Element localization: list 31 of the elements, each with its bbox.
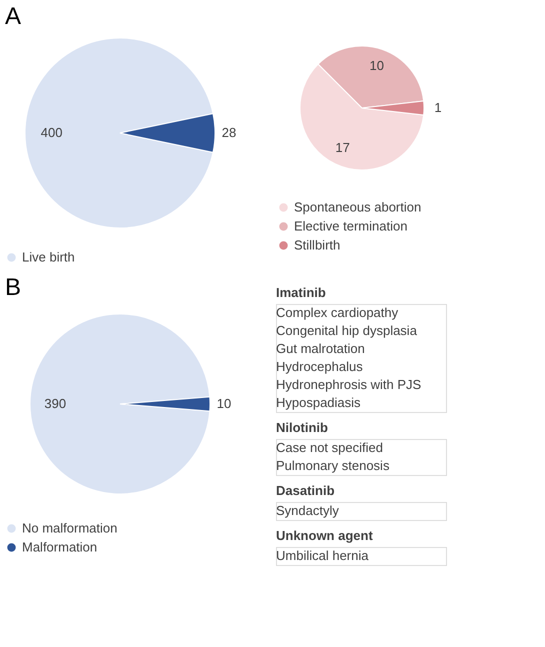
legend-label: No malformation (22, 520, 118, 536)
text: Umbilical hernia (276, 548, 370, 563)
data-label: 17 (335, 140, 350, 156)
legend-label: Stillbirth (294, 238, 340, 252)
text: Hypospadiasis (276, 395, 362, 410)
data-label: 1 (434, 100, 442, 115)
legend-label: Live birth (22, 250, 75, 264)
data-label: 390 (44, 396, 66, 411)
data-label: 10 (216, 396, 232, 411)
text: Complex cardiopathy (276, 305, 399, 320)
chart-title: A (5, 3, 22, 30)
text: Imatinib (276, 285, 326, 300)
text: Hydrocephalus (276, 359, 364, 374)
text: Syndactyly (276, 503, 340, 518)
text: Gut malrotation (276, 341, 365, 356)
legend-label: Spontaneous abortion (294, 200, 422, 214)
text: Hydronephrosis with PJS (276, 377, 422, 392)
text: Case not specified (276, 440, 383, 455)
pie-slice (24, 38, 214, 228)
text: Nilotinib (276, 420, 328, 435)
text: Pulmonary stenosis (276, 458, 390, 473)
data-label: 10 (370, 58, 384, 73)
text: Congenital hip dysplasia (276, 323, 418, 338)
data-label: 400 (40, 125, 62, 140)
legend-label: Malformation (22, 540, 98, 554)
text: Unknown agent (276, 528, 374, 543)
chart-title: B (5, 274, 22, 301)
pie-slice (30, 314, 210, 494)
legend-label: Elective termination (294, 218, 408, 234)
data-label: 28 (222, 125, 236, 140)
text: Dasatinib (276, 483, 335, 498)
